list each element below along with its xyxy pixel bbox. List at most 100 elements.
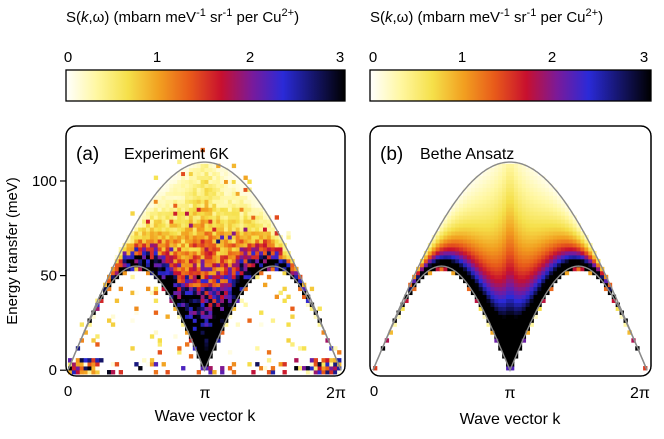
heatmap-b-cell — [513, 183, 519, 188]
heatmap-a-cell — [247, 254, 252, 260]
heatmap-b-cell — [529, 239, 534, 244]
heatmap-a-cell — [204, 330, 209, 335]
heatmap-b-cell — [490, 183, 495, 188]
heatmap-b-cell — [553, 207, 558, 212]
heatmap-b-cell — [556, 215, 562, 220]
heatmap-a-cell — [290, 270, 295, 276]
heatmap-b-cell — [525, 322, 530, 327]
heatmap-a-cell — [157, 227, 162, 232]
heatmap-b-cell — [533, 171, 538, 177]
heatmap-b-cell — [498, 286, 503, 292]
heatmap-b-cell — [513, 298, 519, 303]
heatmap-b-cell — [576, 239, 581, 244]
heatmap-b-cell — [580, 251, 585, 256]
heatmap-b-cell — [486, 298, 491, 303]
heatmap-b-cell — [560, 235, 566, 240]
heatmap-a-cell — [208, 187, 213, 192]
heatmap-b-cell — [525, 183, 530, 188]
heatmap-a-cell — [118, 262, 123, 268]
heatmap-a-cell — [266, 274, 272, 280]
heatmap-a-cell — [192, 251, 198, 256]
heatmap-a-cell — [161, 362, 166, 367]
heatmap-a-cell — [185, 247, 190, 252]
heatmap-b-cell — [510, 286, 515, 292]
heatmap-a-cell — [204, 247, 209, 252]
y-axis-a-tick-label: 0 — [49, 362, 57, 379]
heatmap-a-cell — [204, 191, 209, 196]
heatmap-b-cell — [451, 231, 456, 236]
heatmap-a-cell — [153, 243, 159, 248]
heatmap-b-cell — [513, 195, 519, 200]
heatmap-b-cell — [510, 314, 515, 319]
heatmap-b-cell — [560, 247, 566, 252]
heatmap-a-cell — [298, 282, 303, 288]
heatmap-a-cell — [173, 251, 178, 256]
heatmap-b-cell — [513, 223, 519, 228]
heatmap-a-cell — [204, 179, 209, 184]
heatmap-b-cell — [529, 211, 534, 216]
heatmap-b-cell — [525, 251, 530, 256]
heatmap-a-cell — [247, 231, 252, 236]
heatmap-a-cell — [204, 338, 209, 343]
heatmap-a-cell — [305, 370, 311, 375]
heatmap-b-cell — [478, 199, 483, 204]
heatmap-a-cell — [185, 322, 190, 327]
heatmap-a-cell — [169, 258, 174, 264]
heatmap-b-cell — [533, 306, 538, 311]
heatmap-a-cell — [169, 187, 174, 192]
heatmap-b-cell — [463, 266, 468, 272]
heatmap-a-cell — [227, 294, 233, 300]
heatmap-a-cell — [142, 211, 147, 216]
heatmap-a-cell — [263, 223, 268, 228]
heatmap-b-cell — [400, 306, 405, 311]
heatmap-b-cell — [537, 219, 542, 224]
heatmap-a-cell — [333, 370, 338, 375]
heatmap-a-cell — [235, 211, 240, 216]
heatmap-b-cell — [529, 243, 534, 248]
heatmap-a-cell — [321, 330, 326, 335]
heatmap-b-cell — [498, 223, 503, 228]
heatmap-a-cell — [177, 175, 182, 180]
heatmap-b-cell — [478, 282, 483, 288]
heatmap-b-cell — [541, 262, 546, 268]
heatmap-a-cell — [161, 215, 166, 220]
heatmap-a-cell — [130, 274, 135, 280]
heatmap-b-cell — [435, 243, 440, 248]
heatmap-b-cell — [541, 231, 546, 236]
heatmap-b-cell — [486, 286, 491, 292]
heatmap-b-cell — [541, 290, 546, 296]
heatmap-a-cell — [212, 254, 217, 260]
heatmap-b-cell — [510, 239, 515, 244]
heatmap-a-cell — [185, 195, 190, 200]
heatmap-b-cell — [549, 254, 554, 260]
heatmap-a-cell — [243, 286, 248, 292]
heatmap-b-cell — [537, 203, 542, 208]
heatmap-a-cell — [266, 258, 272, 264]
heatmap-a-cell — [220, 235, 225, 240]
heatmap-b-cell — [466, 254, 472, 260]
spinon-upper-bound-b — [372, 161, 648, 371]
heatmap-a-cell — [177, 187, 182, 192]
heatmap-b-cell — [556, 235, 562, 240]
heatmap-a-cell — [181, 366, 186, 371]
heatmap-b-cell — [466, 266, 472, 272]
heatmap-a-cell — [149, 215, 155, 220]
heatmap-a-cell — [204, 366, 209, 371]
heatmap-b-cell — [482, 179, 487, 184]
plot-b-border — [369, 125, 652, 377]
heatmap-b-cell — [494, 294, 499, 300]
heatmap-b-cell — [482, 211, 487, 216]
heatmap-b-cell — [455, 199, 460, 204]
heatmap-a-cell — [192, 286, 198, 292]
heatmap-a-cell — [259, 219, 264, 224]
heatmap-b-cell — [474, 251, 480, 256]
heatmap-b-cell — [498, 258, 503, 264]
heatmap-b-cell — [478, 191, 483, 196]
heatmap-a-cell — [196, 282, 201, 288]
heatmap-b-cell — [576, 227, 581, 232]
heatmap-a-cell — [329, 362, 334, 367]
heatmap-a-cell — [200, 330, 205, 335]
heatmap-a-cell — [216, 207, 221, 212]
heatmap-b-cell — [431, 258, 437, 264]
heatmap-b-cell — [470, 211, 476, 216]
